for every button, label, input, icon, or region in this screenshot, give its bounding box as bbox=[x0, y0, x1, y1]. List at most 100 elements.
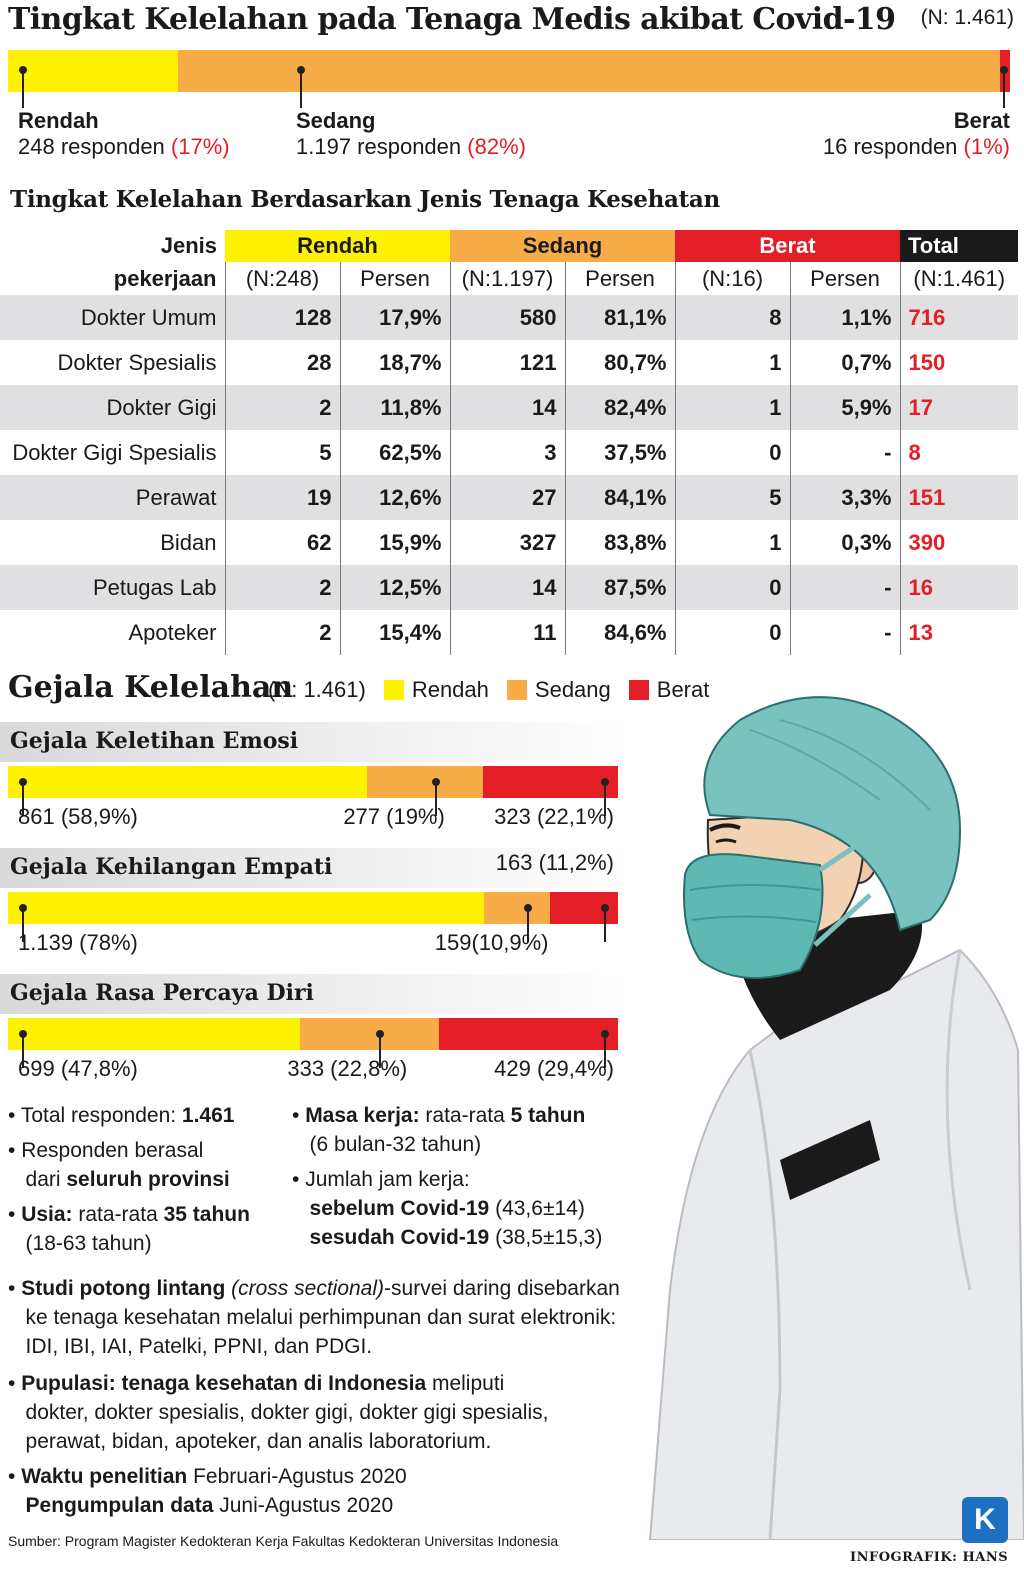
subheader-rendah-pct: Persen bbox=[340, 262, 451, 295]
symptom-marker-line bbox=[22, 1034, 24, 1068]
berat-pct-cell: - bbox=[790, 610, 901, 655]
berat-count-cell: 1 bbox=[675, 385, 791, 430]
overall-marker-sedang bbox=[300, 70, 302, 108]
job-name-cell: Dokter Gigi Spesialis bbox=[0, 430, 226, 475]
note-origin-line2a: dari bbox=[25, 1168, 67, 1191]
berat-count-cell: 0 bbox=[675, 610, 791, 655]
note-total: • Total responden: 1.461 bbox=[8, 1104, 235, 1127]
column-header-job-line2: pekerjaan bbox=[0, 262, 226, 295]
bar-segment-rendah bbox=[8, 766, 368, 798]
note-origin-line2b: seluruh provinsi bbox=[66, 1168, 230, 1191]
symptom-marker-line bbox=[604, 908, 606, 942]
sedang-count-cell: 11 bbox=[450, 610, 566, 655]
bar-segment-rendah bbox=[8, 892, 484, 924]
berat-pct-cell: 3,3% bbox=[790, 475, 901, 520]
legend-swatch-berat bbox=[628, 680, 649, 700]
note-time-a: Waktu penelitian bbox=[21, 1465, 188, 1488]
note-hours: • Jumlah jam kerja: sebelum Covid-19 (43… bbox=[292, 1168, 603, 1249]
berat-count-cell: 8 bbox=[675, 295, 791, 340]
table-row: Perawat 19 12,6% 27 84,1% 5 3,3% 151 bbox=[0, 475, 1018, 520]
rendah-pct-cell: 12,6% bbox=[340, 475, 451, 520]
symptom-marker-dot bbox=[523, 904, 532, 912]
table-title: Tingkat Kelelahan Berdasarkan Jenis Tena… bbox=[10, 186, 720, 213]
note-age-range: (18-63 tahun) bbox=[25, 1232, 152, 1255]
berat-pct-cell: 5,9% bbox=[790, 385, 901, 430]
berat-count-cell: 5 bbox=[675, 475, 791, 520]
credit-note: INFOGRAFIK: HANS bbox=[850, 1550, 1009, 1565]
note-pop-line3: perawat, bidan, apoteker, dan analis lab… bbox=[25, 1430, 492, 1453]
group-header-sedang: Sedang bbox=[450, 230, 675, 262]
rendah-count-cell: 19 bbox=[225, 475, 341, 520]
level-count: 1.197 responden bbox=[296, 134, 462, 159]
note-study-line2: ke tenaga kesehatan melalui perhimpunan … bbox=[25, 1306, 617, 1329]
total-cell: 151 bbox=[900, 475, 1018, 520]
symptom-stacked-bar bbox=[8, 1018, 618, 1050]
note-study-line3: IDI, IBI, IAI, Patelki, PPNI, dan PDGI. bbox=[25, 1335, 373, 1358]
sedang-pct-cell: 82,4% bbox=[565, 385, 676, 430]
note-total-label: Total responden: bbox=[20, 1104, 182, 1127]
symptom-header: Gejala Rasa Percaya Diri bbox=[0, 974, 630, 1014]
group-header-berat: Berat bbox=[675, 230, 900, 262]
sedang-pct-cell: 37,5% bbox=[565, 430, 676, 475]
job-name-cell: Dokter Spesialis bbox=[0, 340, 226, 385]
note-tenure-range: (6 bulan-32 tahun) bbox=[309, 1133, 482, 1156]
symptom-marker-line bbox=[379, 1034, 382, 1068]
symptom-header: Gejala Keletihan Emosi bbox=[0, 722, 630, 762]
symptom-stacked-bar bbox=[8, 892, 618, 924]
data-label-sedang: 333 (22,8%) bbox=[287, 1056, 408, 1081]
bar-segment-sedang bbox=[299, 1018, 439, 1050]
note-pop-a: Pupulasi: tenaga kesehatan di Indonesia bbox=[21, 1372, 427, 1395]
overall-marker-rendah bbox=[22, 70, 24, 108]
rendah-pct-cell: 15,4% bbox=[340, 610, 451, 655]
note-time-b: Februari-Agustus 2020 bbox=[187, 1465, 407, 1488]
overall-marker-dot-berat bbox=[1000, 66, 1008, 74]
legend-swatch-sedang bbox=[506, 680, 527, 700]
symptom-marker-line bbox=[526, 908, 529, 942]
legend-label-rendah: Rendah bbox=[411, 677, 489, 702]
berat-pct-cell: 0,7% bbox=[790, 340, 901, 385]
note-age-value: 35 tahun bbox=[163, 1203, 250, 1226]
table-row: Dokter Gigi Spesialis 5 62,5% 3 37,5% 0-8 bbox=[0, 430, 1018, 475]
rendah-pct-cell: 17,9% bbox=[340, 295, 451, 340]
subheader-berat-n: (N:16) bbox=[675, 262, 791, 295]
note-pop-line2: dokter, dokter spesialis, dokter gigi, d… bbox=[25, 1401, 549, 1424]
note-collect-a: Pengumpulan data bbox=[25, 1494, 214, 1517]
rendah-pct-cell: 12,5% bbox=[340, 565, 451, 610]
berat-pct-cell: - bbox=[790, 430, 901, 475]
note-tenure-label: Masa kerja: bbox=[305, 1104, 420, 1127]
data-label-sedang: 159(10,9%) bbox=[434, 930, 549, 955]
sedang-count-cell: 14 bbox=[450, 385, 566, 430]
total-cell: 716 bbox=[900, 295, 1018, 340]
note-tenure: • Masa kerja: rata-rata 5 tahun (6 bulan… bbox=[292, 1104, 586, 1156]
total-cell: 16 bbox=[900, 565, 1018, 610]
rendah-pct-cell: 18,7% bbox=[340, 340, 451, 385]
bar-segment-sedang bbox=[367, 766, 484, 798]
note-hours-before-label: sebelum Covid-19 bbox=[309, 1197, 490, 1220]
subheader-sedang-n: (N:1.197) bbox=[450, 262, 566, 295]
note-origin-line1: Responden berasal bbox=[21, 1139, 204, 1162]
symptom-marker-line bbox=[604, 1034, 606, 1068]
note-hours-label: Jumlah jam kerja: bbox=[305, 1168, 470, 1191]
level-berat-block: Berat 16 responden (1%) bbox=[823, 108, 1010, 160]
symptoms-n-label: (N: 1.461) bbox=[268, 677, 366, 702]
overall-fatigue-bar bbox=[8, 50, 1010, 92]
symptom-marker-dot bbox=[19, 1030, 27, 1038]
subheader-sedang-pct: Persen bbox=[565, 262, 676, 295]
rendah-pct-cell: 11,8% bbox=[340, 385, 451, 430]
sedang-count-cell: 580 bbox=[450, 295, 566, 340]
legend-label-berat: Berat bbox=[656, 677, 710, 702]
sedang-count-cell: 14 bbox=[450, 565, 566, 610]
note-origin: • Responden berasal dari seluruh provins… bbox=[8, 1139, 230, 1191]
berat-count-cell: 0 bbox=[675, 565, 791, 610]
sedang-pct-cell: 87,5% bbox=[565, 565, 676, 610]
level-name: Sedang bbox=[296, 108, 376, 133]
page-title: Tingkat Kelelahan pada Tenaga Medis akib… bbox=[8, 2, 896, 37]
total-cell: 150 bbox=[908, 349, 946, 375]
rendah-count-cell: 62 bbox=[225, 520, 341, 565]
sedang-pct-cell: 80,7% bbox=[565, 340, 676, 385]
data-label-rendah: 699 (47,8%) bbox=[18, 1056, 138, 1081]
job-name-cell: Perawat bbox=[0, 475, 226, 520]
kompas-logo-icon: K bbox=[962, 1497, 1008, 1543]
level-pct: (82%) bbox=[467, 134, 526, 159]
symptom-header: Gejala Kehilangan Empati bbox=[0, 848, 630, 888]
